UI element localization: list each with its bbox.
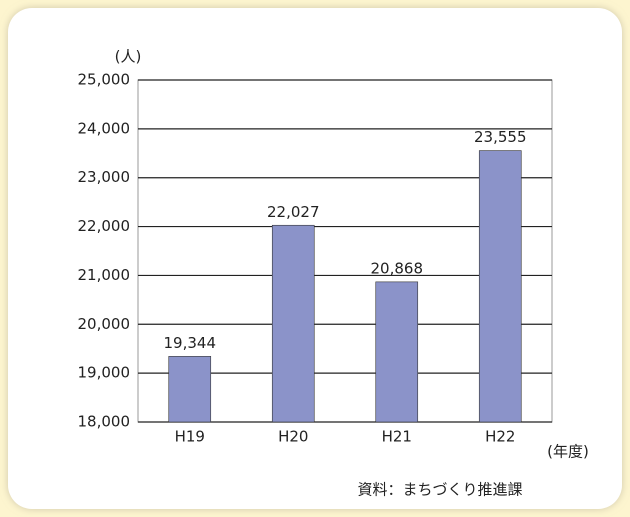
x-tick-label: H19 xyxy=(175,428,205,446)
source: 資料：まちづくり推進課 xyxy=(357,481,522,499)
x-axis-label: (年度) xyxy=(547,443,589,461)
y-tick-label: 20,000 xyxy=(78,315,131,333)
x-tick-label: H20 xyxy=(278,428,308,446)
bar xyxy=(271,224,315,423)
y-tick-label: 24,000 xyxy=(78,119,131,137)
x-tick-label: H22 xyxy=(485,428,515,446)
value-label: 23,555 xyxy=(474,128,527,146)
y-tick-label: 18,000 xyxy=(78,413,131,431)
value-label: 19,344 xyxy=(164,334,217,352)
panel xyxy=(8,8,622,509)
bar xyxy=(168,356,212,423)
bar xyxy=(375,281,419,423)
y-tick-label: 19,000 xyxy=(78,364,131,382)
y-tick-label: 21,000 xyxy=(78,266,131,284)
y-tick-label: 23,000 xyxy=(78,168,131,186)
value-label: 22,027 xyxy=(267,203,320,221)
x-tick-label: H21 xyxy=(382,428,412,446)
y-axis-label: (人) xyxy=(115,48,142,66)
y-tick-label: 25,000 xyxy=(78,71,131,89)
y-tick-label: 22,000 xyxy=(78,217,131,235)
bar xyxy=(478,150,522,423)
value-label: 20,868 xyxy=(371,259,424,277)
